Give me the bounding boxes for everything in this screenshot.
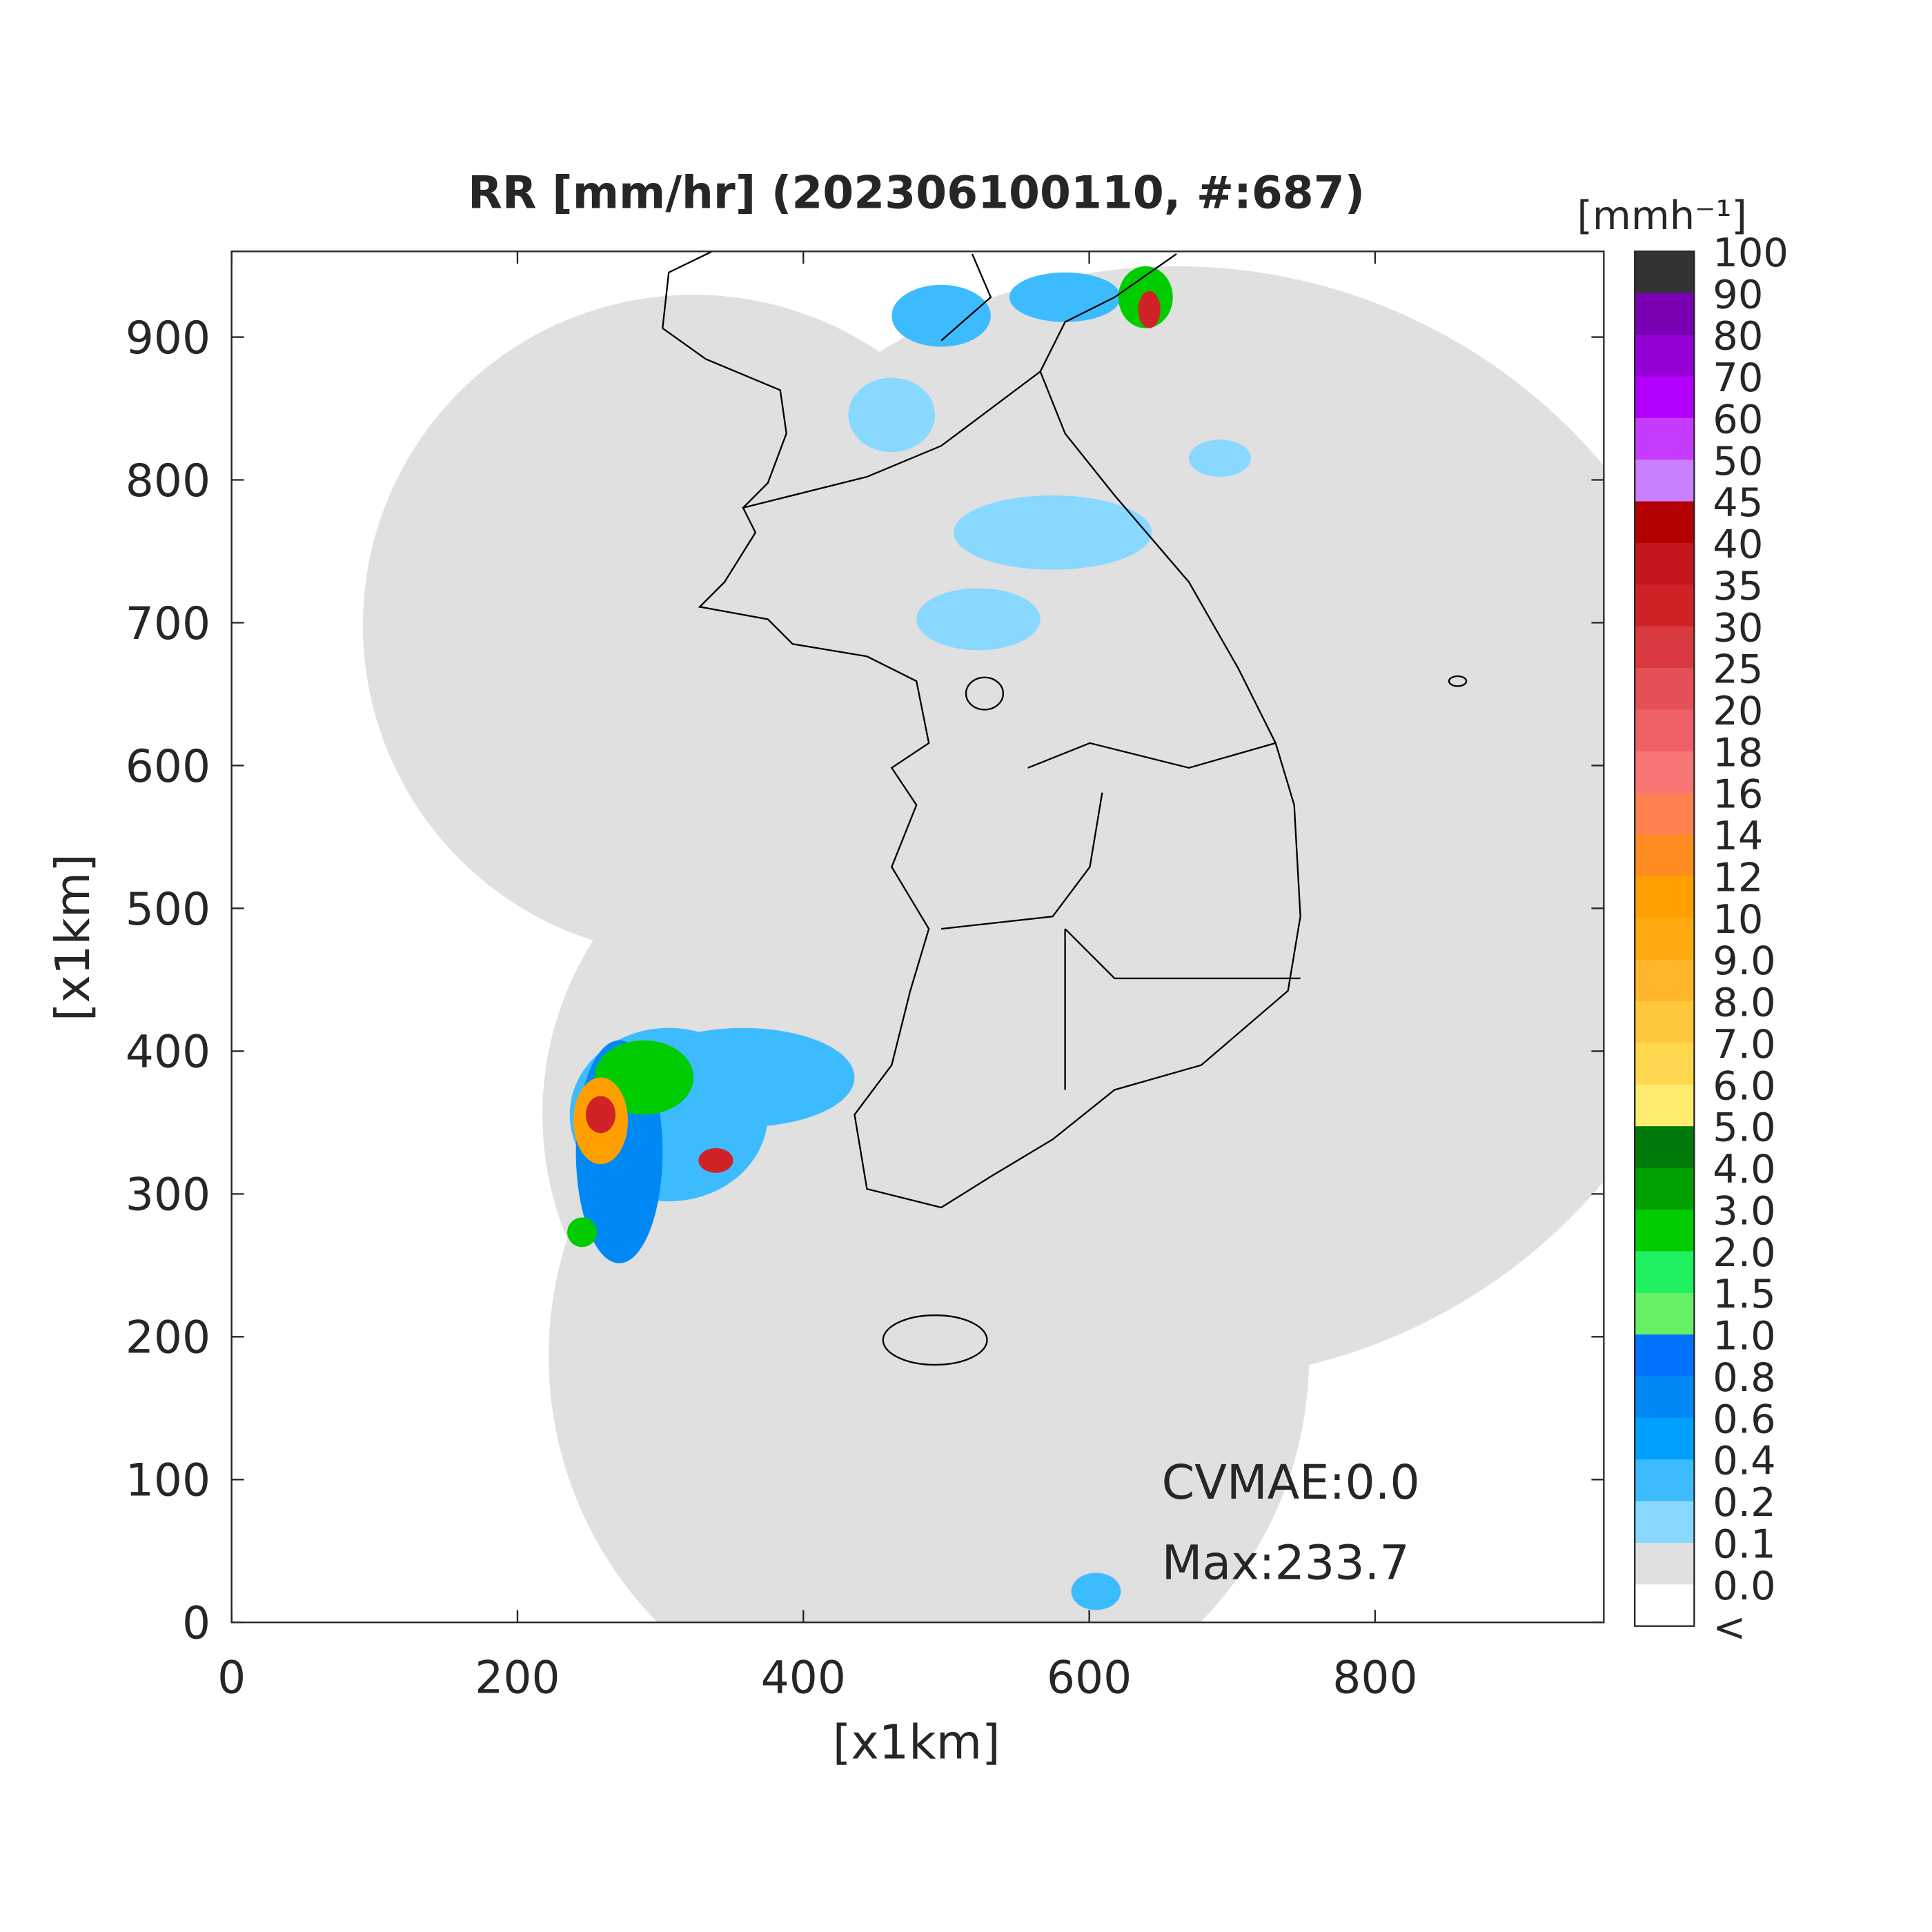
colorbar-tick-label: 10: [1713, 896, 1763, 943]
colorbar-tick-label: 25: [1713, 647, 1763, 693]
colorbar-tick-label: 1.5: [1713, 1271, 1775, 1317]
colorbar-tick-label: 100: [1713, 230, 1788, 276]
colorbar-segment: [1635, 1001, 1695, 1044]
y-tick-label: 100: [126, 1455, 210, 1507]
colorbar-segment: [1635, 626, 1695, 669]
colorbar-tick-label: 9.0: [1713, 938, 1775, 984]
colorbar-tick-label: 20: [1713, 688, 1763, 734]
x-tick-label: 400: [761, 1653, 846, 1704]
colorbar-tick-label: 14: [1713, 813, 1763, 859]
colorbar-tick-label: 5.0: [1713, 1105, 1775, 1151]
colorbar-tick-label: 0.8: [1713, 1354, 1775, 1401]
y-tick-label: 500: [126, 884, 210, 936]
colorbar-segment: [1635, 1167, 1695, 1210]
y-tick-label: 600: [126, 741, 210, 793]
colorbar-segment: [1635, 959, 1695, 1002]
colorbar-tick-label: 4.0: [1713, 1146, 1775, 1192]
radar-coverage: [362, 266, 1604, 1623]
x-tick-label: 0: [217, 1653, 246, 1704]
colorbar-segment: [1635, 876, 1695, 919]
colorbar-tick-label: 7.0: [1713, 1021, 1775, 1067]
y-tick-label: 900: [126, 313, 210, 364]
colorbar-segment: [1635, 1417, 1695, 1461]
colorbar-segment: [1635, 1542, 1695, 1586]
y-tick-label: 0: [182, 1598, 210, 1650]
colorbar-tick-label: <: [1713, 1604, 1746, 1650]
map-layer: [362, 251, 1604, 1623]
chart-title: RR [mm/hr] (202306100110, #:687): [468, 168, 1365, 219]
precipitation: [567, 266, 1251, 1610]
colorbar-tick-label: 30: [1713, 604, 1763, 651]
colorbar-segment: [1635, 376, 1695, 419]
y-tick-label: 200: [126, 1312, 210, 1364]
colorbar-segment: [1635, 1209, 1695, 1252]
colorbar-tick-label: 0.6: [1713, 1396, 1775, 1442]
colorbar-segment: [1635, 293, 1695, 336]
colorbar-tick-label: 2.0: [1713, 1230, 1775, 1276]
colorbar-segment: [1635, 251, 1695, 294]
colorbar-segment: [1635, 1584, 1695, 1627]
y-tick-label: 700: [126, 598, 210, 650]
colorbar-tick-label: 0.2: [1713, 1479, 1775, 1526]
colorbar-segment: [1635, 460, 1695, 502]
colorbar-tick-label: 0.1: [1713, 1521, 1775, 1567]
colorbar-segment: [1635, 417, 1695, 461]
colorbar-tick-label: 50: [1713, 438, 1763, 484]
colorbar-segment: [1635, 1459, 1695, 1502]
colorbar-tick-label: 60: [1713, 396, 1763, 442]
colorbar-segment: [1635, 1251, 1695, 1294]
colorbar-segment: [1635, 834, 1695, 877]
colorbar-segment: [1635, 1084, 1695, 1127]
colorbar-frame: [1634, 250, 1695, 1627]
x-tick-label: 200: [475, 1653, 560, 1704]
colorbar-tick-label: 0.4: [1713, 1438, 1775, 1484]
annotation: CVMAE:0.0: [1162, 1456, 1420, 1510]
colorbar-tick-label: 8.0: [1713, 980, 1775, 1026]
colorbar-segment: [1635, 668, 1695, 711]
colorbar-tick-label: 40: [1713, 522, 1763, 568]
y-axis-label: [x1km]: [46, 854, 101, 1021]
colorbar-segment: [1635, 1334, 1695, 1377]
colorbar-tick-label: 35: [1713, 563, 1763, 609]
colorbar-segment: [1635, 709, 1695, 752]
colorbar-segment: [1635, 1376, 1695, 1419]
annotation: Max:233.7: [1162, 1536, 1410, 1590]
colorbar-segment: [1635, 1126, 1695, 1169]
colorbar-tick-label: 0.0: [1713, 1563, 1775, 1609]
colorbar-tick-label: 80: [1713, 313, 1763, 359]
colorbar-tick-label: 6.0: [1713, 1063, 1775, 1109]
colorbar-segment: [1635, 1043, 1695, 1085]
colorbar-tick-label: 18: [1713, 729, 1763, 776]
colorbar-tick-label: 12: [1713, 854, 1763, 900]
colorbar-segment: [1635, 751, 1695, 794]
colorbar-segment: [1635, 501, 1695, 544]
y-tick-label: 400: [126, 1027, 210, 1078]
colorbar-segment: [1635, 1292, 1695, 1335]
coastline: [662, 251, 1468, 1366]
x-axis-label: [x1km]: [833, 1716, 1000, 1771]
colorbar-tick-label: 90: [1713, 271, 1763, 317]
colorbar-segment: [1635, 335, 1695, 377]
colorbar-tick-label: 70: [1713, 355, 1763, 401]
colorbar-segment: [1635, 793, 1695, 836]
colorbar-segment: [1635, 1501, 1695, 1544]
colorbar-segment: [1635, 542, 1695, 586]
x-tick-label: 600: [1047, 1653, 1132, 1704]
colorbar-tick-label: 3.0: [1713, 1187, 1775, 1234]
colorbar-segment: [1635, 918, 1695, 960]
y-tick-label: 800: [126, 455, 210, 507]
colorbar-segment: [1635, 584, 1695, 627]
plot-frame: [230, 250, 1605, 1624]
colorbar-tick-label: 45: [1713, 480, 1763, 526]
colorbar-label: [mmh⁻¹]: [1577, 193, 1747, 239]
colorbar-tick-label: 16: [1713, 771, 1763, 818]
x-tick-label: 800: [1332, 1653, 1417, 1704]
y-tick-label: 300: [126, 1170, 210, 1221]
colorbar-tick-label: 1.0: [1713, 1313, 1775, 1359]
